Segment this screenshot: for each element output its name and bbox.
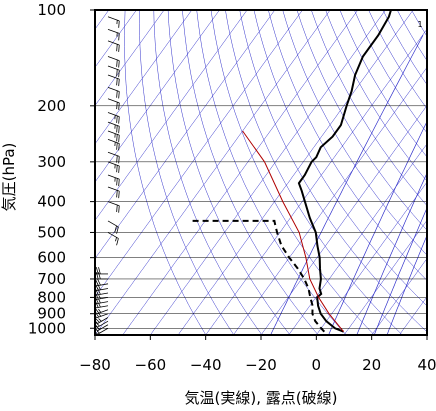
wind-barb — [107, 174, 120, 187]
dry-adiabat-line — [124, 10, 207, 335]
mixing-ratio-labels: 15101520g — [417, 20, 422, 29]
isotherm-line — [95, 10, 248, 221]
isotherm-line — [371, 258, 427, 335]
wind-barb — [107, 121, 120, 134]
mixing-ratio-line — [386, 234, 427, 335]
mixing-ratio-line — [356, 172, 427, 335]
y-tick-label: 500 — [37, 223, 66, 241]
x-tick-label: −60 — [135, 356, 167, 374]
y-tick-label: 400 — [37, 193, 66, 211]
isotherm-line — [426, 334, 427, 335]
isotherm-line — [95, 10, 331, 335]
isotherm-line — [95, 10, 165, 106]
wind-barb — [107, 86, 120, 99]
isotherm-line — [95, 10, 193, 145]
profile-series — [188, 10, 392, 333]
dry-adiabat-line — [432, 0, 436, 335]
x-axis-title: 気温(実線), 露点(破線) — [185, 389, 338, 407]
x-tick-label: −20 — [245, 356, 277, 374]
x-tick-label: 40 — [417, 356, 436, 374]
wind-barb — [107, 16, 120, 28]
dry-adiabat-line — [396, 10, 427, 62]
wind-barb — [107, 201, 120, 213]
isotherm-line — [150, 10, 386, 335]
wind-barbs — [95, 16, 120, 335]
x-tick-label: −80 — [79, 356, 111, 374]
isotherm-line — [343, 219, 427, 335]
background-lines — [95, 0, 436, 335]
dry-adiabat-line — [253, 10, 427, 307]
wind-barb — [107, 56, 120, 68]
dry-adiabat-line — [354, 10, 427, 134]
mixing-ratio-lines — [270, 35, 427, 335]
temperature-line — [297, 10, 392, 333]
wind-barb — [107, 220, 119, 234]
dry-adiabat-line — [182, 10, 319, 335]
wind-barb — [107, 28, 120, 41]
y-tick-label: 100 — [37, 1, 66, 19]
wind-barb — [107, 98, 120, 110]
y-tick-label: 900 — [37, 305, 66, 323]
y-axis-title: 気圧(hPa) — [0, 143, 18, 212]
y-tick-label: 1000 — [28, 319, 66, 337]
mixing-ratio-line — [373, 207, 427, 335]
x-tick-label: −40 — [190, 356, 222, 374]
wind-barb — [107, 139, 120, 151]
wind-barb — [107, 112, 120, 124]
isotherm-line — [399, 296, 427, 335]
wind-barb — [107, 74, 120, 87]
isotherm-line — [205, 28, 427, 335]
wind-barb — [107, 65, 120, 78]
isotherm-line — [288, 143, 427, 335]
dry-adiabat-line — [268, 10, 427, 281]
dry-adiabat-line — [325, 10, 427, 182]
x-tick-labels: −80 −60 −40 −20 0 20 40 — [79, 335, 436, 374]
dry-adiabat-line — [311, 10, 427, 206]
isotherm-line — [95, 10, 220, 183]
dry-adiabat-line — [339, 10, 427, 158]
wind-barb — [107, 161, 120, 173]
dry-adiabat-line — [196, 10, 347, 335]
wind-barb — [95, 272, 108, 280]
dry-adiabat-line — [239, 10, 427, 333]
dry-adiabat-line — [167, 10, 291, 335]
mixing-ratio-line — [270, 35, 424, 335]
isotherm-line — [260, 105, 427, 335]
dry-adiabat-line — [225, 10, 403, 335]
mixing-ratio-line — [328, 120, 427, 335]
y-tick-label: 700 — [37, 270, 66, 288]
y-tick-label: 600 — [37, 249, 66, 267]
x-tick-label: 20 — [362, 356, 381, 374]
isotherm-line — [95, 10, 137, 68]
isotherm-line — [233, 66, 427, 335]
y-tick-label: 300 — [37, 153, 66, 171]
dry-adiabat-line — [282, 10, 427, 256]
isotherm-line — [95, 10, 276, 259]
dry-adiabat-line — [368, 10, 427, 110]
dry-adiabat-line — [153, 10, 263, 335]
dry-adiabat-line — [210, 10, 375, 335]
wind-barb — [107, 186, 120, 199]
wind-barb — [107, 232, 119, 246]
wind-barb — [107, 130, 120, 143]
wind-barb — [107, 40, 120, 52]
isotherm-line — [177, 10, 414, 335]
isotherm-line — [122, 10, 359, 335]
wind-barb — [107, 151, 120, 164]
y-tick-label: 200 — [37, 97, 66, 115]
isotherm-line — [316, 181, 427, 335]
dry-adiabat-line — [296, 10, 427, 231]
x-tick-label: 0 — [312, 356, 322, 374]
dry-adiabat-line — [139, 10, 235, 335]
y-tick-label: 800 — [37, 288, 66, 306]
dry-adiabat-line — [411, 10, 427, 37]
mixing-ratio-label: 1 — [417, 20, 422, 29]
isotherm-line — [95, 10, 303, 298]
parcel-line — [242, 130, 344, 333]
